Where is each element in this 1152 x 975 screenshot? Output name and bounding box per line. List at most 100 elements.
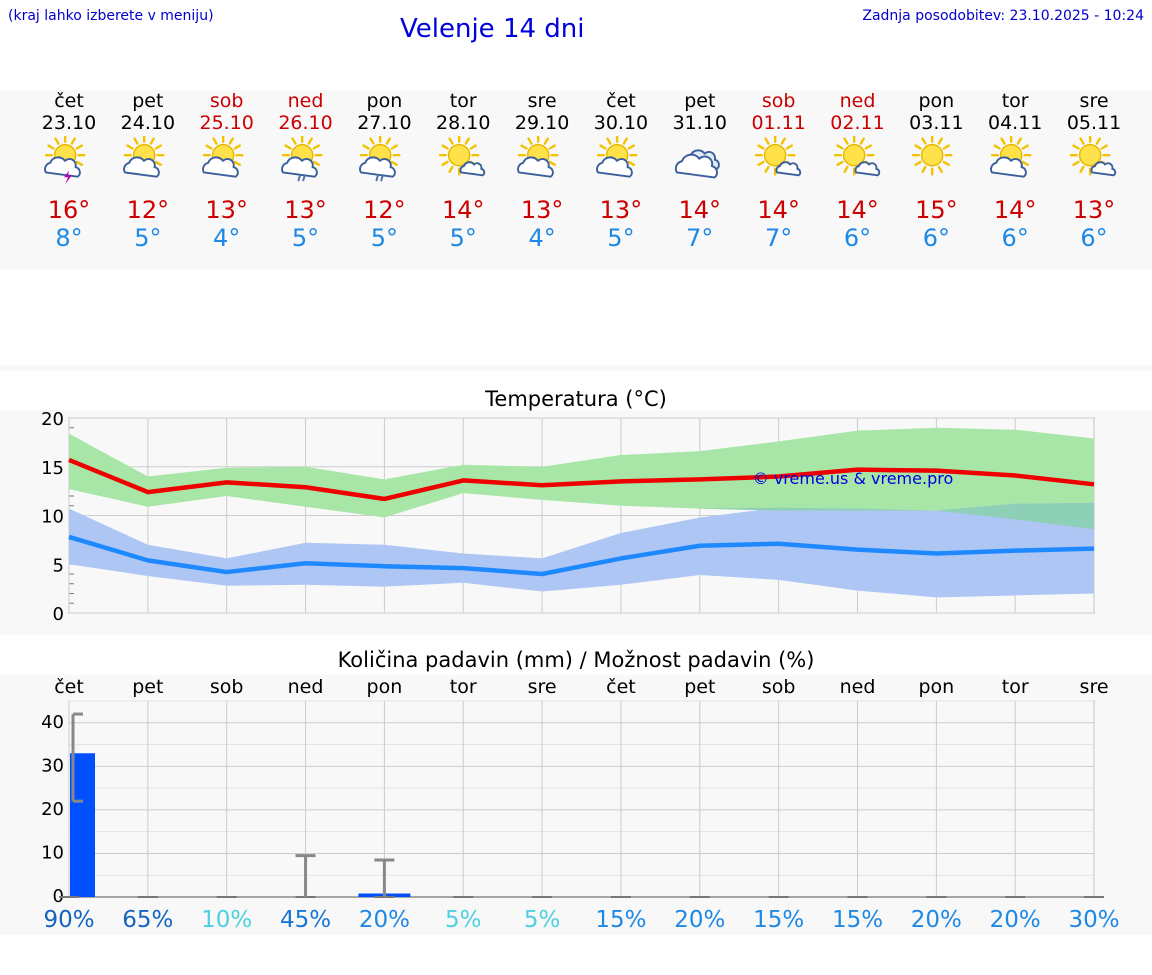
- precipitation-probability: 5%: [445, 907, 482, 933]
- sun-cloud-icon: [122, 136, 165, 178]
- x-tick-label: tor: [1002, 676, 1029, 698]
- forecast-date: 03.11: [909, 112, 964, 134]
- x-tick-label: pet: [684, 676, 715, 698]
- forecast-date: 27.10: [357, 112, 412, 134]
- sun-cloud-rain-icon: [359, 136, 401, 182]
- precipitation-probability: 20%: [359, 907, 410, 933]
- forecast-min-temp: 6°: [1001, 224, 1029, 252]
- forecast-day: sob 01.11 14° 7°: [739, 90, 819, 252]
- forecast-day-name: tor: [449, 90, 477, 112]
- forecast-min-temp: 4°: [213, 224, 241, 252]
- forecast-min-temp: 6°: [1080, 224, 1108, 252]
- forecast-day-name: pet: [132, 90, 164, 112]
- forecast-max-temp: 13°: [1072, 196, 1116, 224]
- sun-cloud-thunder-icon: [44, 136, 86, 184]
- forecast-day: čet 23.10 16° 8°: [29, 90, 109, 252]
- forecast-max-temp: 16°: [47, 196, 91, 224]
- forecast-day-name: pon: [918, 90, 955, 112]
- x-tick-label: sob: [762, 676, 796, 698]
- precipitation-probability: 15%: [753, 907, 804, 933]
- forecast-min-temp: 5°: [607, 224, 635, 252]
- forecast-date: 23.10: [41, 112, 97, 134]
- last-updated: Zadnja posodobitev: 23.10.2025 - 10:24: [862, 8, 1144, 24]
- forecast-max-temp: 15°: [915, 196, 958, 224]
- max-temp-line: [68, 457, 1095, 502]
- x-tick-label: pon: [918, 676, 954, 698]
- sun-cloud-icon: [596, 136, 638, 178]
- forecast-date: 25.10: [199, 112, 254, 134]
- forecast-day-name: ned: [839, 90, 876, 112]
- sun-cloud-icon: [201, 136, 244, 178]
- precipitation-probability: 20%: [674, 907, 725, 933]
- forecast-day-name: tor: [1001, 90, 1029, 112]
- forecast-min-temp: 6°: [843, 224, 872, 252]
- forecast-date: 31.10: [672, 112, 727, 134]
- sun-cloud-rain-icon: [280, 136, 323, 182]
- forecast-min-temp: 5°: [449, 224, 477, 252]
- forecast-max-temp: 13°: [284, 196, 327, 224]
- forecast-max-temp: 14°: [678, 196, 722, 224]
- forecast-day: pet 31.10 14° 7°: [660, 90, 740, 252]
- forecast-day-name: sre: [1079, 90, 1109, 112]
- forecast-max-temp: 14°: [993, 196, 1037, 224]
- forecast-max-temp: 13°: [599, 196, 643, 224]
- precipitation-chart: čet pet sob ned pon tor sre čet pet sob ned pon tor s…: [41, 676, 1120, 933]
- forecast-min-temp: 5°: [134, 224, 162, 252]
- forecast-day-name: sob: [209, 90, 244, 112]
- forecast-date: 26.10: [278, 112, 333, 134]
- precipitation-probability: 65%: [122, 907, 173, 933]
- divider: [0, 365, 1152, 371]
- x-tick-label: tor: [450, 676, 477, 698]
- forecast-day-name: pon: [366, 90, 403, 112]
- forecast-min-temp: 7°: [765, 224, 793, 252]
- x-tick-label: sre: [1080, 676, 1109, 698]
- forecast-day: tor 04.11 14° 6°: [975, 90, 1055, 252]
- forecast-min-temp: 4°: [528, 224, 556, 252]
- forecast-max-temp: 13°: [205, 196, 248, 224]
- temperature-chart: 0 5 10 15 20 © vreme.us & vreme.pro: [41, 410, 1095, 625]
- forecast-max-temp: 12°: [363, 196, 406, 224]
- sun-cloud-icon: [517, 136, 559, 178]
- y-tick-label: 0: [53, 604, 64, 625]
- forecast-min-temp: 5°: [291, 224, 320, 252]
- sun-small-cloud-icon: [1069, 136, 1117, 177]
- location-menu-hint: (kraj lahko izberete v meniju): [8, 8, 214, 24]
- precipitation-probability: 20%: [990, 907, 1041, 933]
- min-temp-line: [68, 534, 1095, 577]
- sun-cloud-icon: [990, 136, 1032, 178]
- forecast-day: ned 26.10 13° 5°: [266, 90, 346, 252]
- watermark: © vreme.us & vreme.pro: [753, 469, 954, 488]
- forecast-max-temp: 13°: [520, 196, 564, 224]
- forecast-max-temp: 14°: [836, 196, 879, 224]
- page-title: Velenje 14 dni: [400, 14, 585, 44]
- min-temp-range-band: [69, 502, 1095, 598]
- y-tick-label: 20: [41, 410, 64, 430]
- precipitation-probability: 15%: [832, 907, 883, 933]
- forecast-date: 30.10: [593, 112, 649, 134]
- x-tick-label: pon: [367, 676, 403, 698]
- sun-icon: [912, 136, 953, 176]
- forecast-day-name: sre: [527, 90, 557, 112]
- precipitation-probability: 10%: [201, 907, 252, 933]
- precipitation-probability: 5%: [524, 907, 561, 933]
- forecast-date: 02.11: [830, 112, 885, 134]
- forecast-day: sre 29.10 13° 4°: [502, 90, 582, 252]
- forecast-day: pon 27.10 12° 5°: [344, 90, 424, 252]
- x-tick-label: ned: [840, 676, 876, 698]
- forecast-day: sob 25.10 13° 4°: [187, 90, 267, 252]
- forecast-day-name: čet: [54, 90, 84, 112]
- x-tick-label: čet: [54, 676, 84, 698]
- precipitation-probability: 20%: [911, 907, 962, 933]
- sun-small-cloud-icon: [833, 136, 880, 177]
- forecast-day: pet 24.10 12° 5°: [108, 90, 188, 252]
- y-tick-label: 10: [41, 842, 64, 863]
- forecast-min-temp: 5°: [370, 224, 399, 252]
- x-tick-label: čet: [606, 676, 636, 698]
- forecast-day-name: pet: [684, 90, 716, 112]
- y-tick-label: 15: [41, 458, 64, 479]
- precipitation-probability: 15%: [595, 907, 646, 933]
- sun-small-cloud-icon: [754, 136, 801, 177]
- forecast-min-temp: 6°: [922, 224, 950, 252]
- forecast-band: [0, 90, 1152, 270]
- forecast-date: 28.10: [436, 112, 491, 134]
